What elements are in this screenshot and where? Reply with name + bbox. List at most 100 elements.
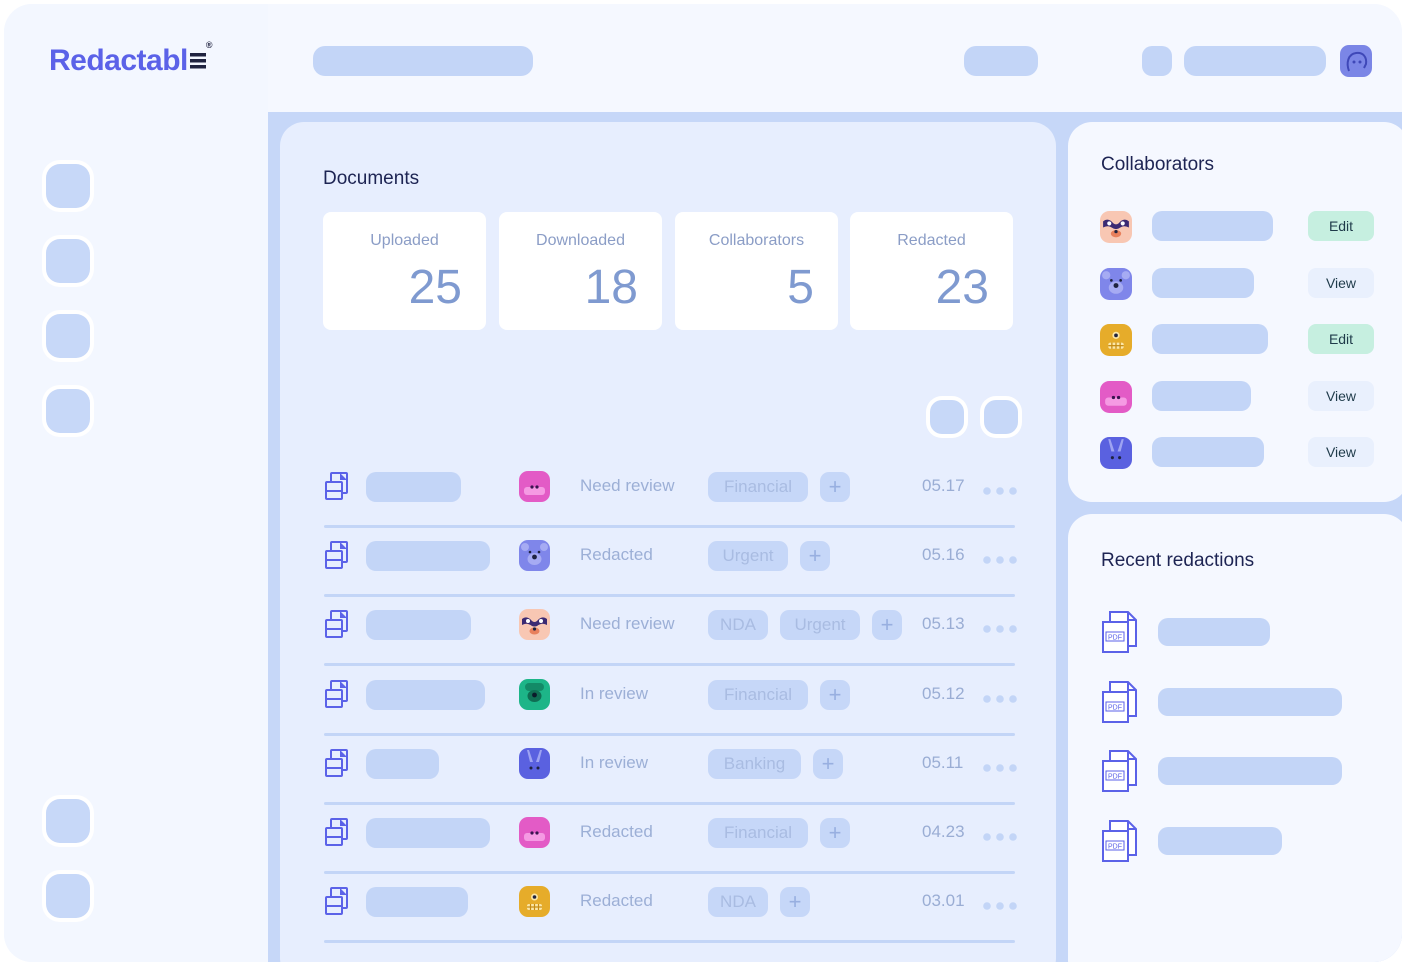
document-date: 05.11	[922, 752, 964, 772]
recent-redaction-item[interactable]: PDF	[1100, 610, 1360, 654]
add-tag-button[interactable]: +	[813, 748, 843, 779]
pdf-file-icon: PDF	[1102, 819, 1137, 862]
document-name-placeholder[interactable]	[366, 472, 461, 502]
add-tag-button[interactable]: +	[780, 887, 810, 918]
tag-badge[interactable]: Financial	[708, 818, 808, 848]
sloth-avatar	[519, 609, 550, 641]
document-name-placeholder[interactable]	[366, 610, 471, 641]
collaborator-name-placeholder	[1152, 211, 1273, 241]
purple-bunny-avatar	[1100, 437, 1132, 469]
document-icon	[325, 472, 348, 500]
sidebar: Redactabl ®	[4, 4, 268, 962]
pdf-file-icon: PDF	[1102, 750, 1137, 792]
sidebar-nav-button-2[interactable]	[46, 239, 90, 283]
pdf-file-icon: PDF	[1102, 611, 1137, 653]
permission-button[interactable]: View	[1308, 267, 1374, 298]
permission-button[interactable]: Edit	[1308, 324, 1374, 354]
row-divider	[324, 940, 1015, 944]
tag-badge[interactable]: NDA	[708, 610, 768, 641]
table-row[interactable]: In review Financial +05.12	[324, 668, 1018, 736]
redaction-name-placeholder	[1158, 618, 1270, 646]
add-tag-button[interactable]: +	[820, 679, 850, 710]
recent-redaction-item[interactable]: PDF	[1100, 749, 1360, 793]
tag-badge[interactable]: NDA	[708, 887, 768, 918]
sidebar-settings-button[interactable]	[46, 799, 90, 843]
blue-bear-avatar	[519, 540, 550, 572]
add-tag-button[interactable]: +	[800, 541, 830, 572]
more-options-icon[interactable]	[982, 901, 1018, 911]
user-avatar[interactable]	[1340, 45, 1372, 77]
tag-badge[interactable]: Banking	[708, 748, 801, 779]
purple-bunny-avatar	[519, 747, 550, 779]
document-status: Need review	[580, 476, 675, 495]
top-bar	[268, 4, 1402, 112]
document-name-placeholder[interactable]	[366, 541, 490, 572]
stat-card-uploaded: Uploaded 25	[323, 212, 486, 330]
table-row[interactable]: Redacted Financial +04.23	[324, 806, 1018, 874]
filter-button[interactable]	[930, 400, 964, 434]
recent-redaction-item[interactable]: PDF	[1100, 680, 1360, 724]
redaction-name-placeholder	[1158, 687, 1342, 716]
document-name-placeholder[interactable]	[366, 679, 485, 710]
top-action-placeholder[interactable]	[964, 46, 1038, 76]
pdf-label: PDF	[1108, 843, 1122, 850]
search-bar-placeholder[interactable]	[313, 46, 533, 76]
permission-button[interactable]: View	[1308, 380, 1374, 411]
sidebar-account-button[interactable]	[46, 874, 90, 918]
collaborator-row: View	[1100, 379, 1380, 415]
row-divider	[324, 871, 1015, 874]
row-divider	[324, 663, 1015, 667]
more-options-icon[interactable]	[982, 486, 1018, 496]
document-name-placeholder[interactable]	[366, 818, 490, 848]
add-tag-button[interactable]: +	[820, 472, 850, 502]
document-date: 05.17	[922, 476, 965, 495]
collaborator-name-placeholder	[1152, 380, 1251, 411]
logo-bars-icon	[189, 53, 206, 69]
tag-badge[interactable]: Urgent	[708, 541, 788, 572]
permission-button[interactable]: View	[1308, 437, 1374, 467]
tag-badge[interactable]: Urgent	[780, 610, 860, 641]
collaborator-row: View	[1100, 266, 1380, 302]
table-row[interactable]: Need review Financial +05.17	[324, 460, 1018, 528]
redaction-name-placeholder	[1158, 757, 1342, 785]
more-options-icon[interactable]	[982, 763, 1018, 773]
row-divider	[324, 801, 1015, 805]
brand-logo[interactable]: Redactabl ®	[49, 40, 213, 78]
brand-name: Redactabl	[49, 44, 188, 77]
recent-redaction-item[interactable]: PDF	[1100, 819, 1360, 863]
tag-badge[interactable]: Financial	[708, 472, 808, 502]
document-name-placeholder[interactable]	[366, 887, 468, 918]
table-row[interactable]: Redacted Urgent +05.16	[324, 529, 1018, 598]
yellow-robot-avatar	[519, 886, 550, 918]
user-name-placeholder[interactable]	[1184, 46, 1326, 76]
row-divider	[324, 594, 1015, 598]
table-row[interactable]: In review Banking +05.11	[324, 737, 1018, 805]
more-options-icon[interactable]	[982, 832, 1018, 842]
more-options-icon[interactable]	[982, 555, 1018, 565]
sidebar-nav-button-1[interactable]	[46, 164, 90, 208]
pdf-label: PDF	[1108, 774, 1122, 781]
stat-value: 23	[935, 261, 989, 314]
document-status: Redacted	[580, 545, 653, 565]
recent-redactions-panel	[1068, 514, 1402, 962]
sidebar-nav-button-4[interactable]	[46, 389, 90, 433]
document-date: 05.12	[922, 683, 965, 703]
collaborator-name-placeholder	[1152, 324, 1268, 354]
table-row[interactable]: Need review NDA Urgent +05.13	[324, 598, 1018, 667]
sidebar-nav-button-3[interactable]	[46, 314, 90, 358]
pink-monster-avatar	[519, 817, 550, 848]
more-options-icon[interactable]	[982, 624, 1018, 634]
permission-button[interactable]: Edit	[1308, 211, 1374, 241]
add-tag-button[interactable]: +	[872, 610, 902, 641]
notification-button-placeholder[interactable]	[1142, 46, 1172, 76]
table-row[interactable]: Redacted NDA +03.01	[324, 875, 1018, 944]
document-date: 04.23	[922, 822, 965, 841]
add-tag-button[interactable]: +	[820, 818, 850, 848]
document-name-placeholder[interactable]	[366, 748, 439, 779]
sort-button[interactable]	[984, 400, 1018, 434]
more-options-icon[interactable]	[982, 694, 1018, 704]
blue-bear-avatar	[1100, 267, 1132, 300]
stat-value: 25	[408, 261, 462, 314]
stat-card-redacted: Redacted 23	[850, 212, 1013, 330]
tag-badge[interactable]: Financial	[708, 679, 808, 710]
